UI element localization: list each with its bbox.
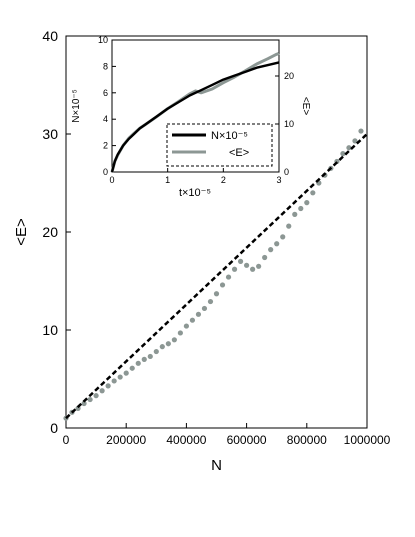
main-data-point [87,396,93,403]
main-data-point [352,138,358,144]
inset-y-tick-label: 6 [103,88,108,98]
legend-box [166,123,273,167]
main-data-point [153,348,159,355]
main-x-axis-label: N [211,457,222,474]
inset-legend: N×10⁻⁵ <E> [166,123,273,167]
main-data-point [213,291,220,297]
main-series [63,128,368,421]
main-data-point [268,247,274,253]
main-data-point [93,393,99,399]
main-y-tick-label: 20 [42,224,58,240]
inset-x-tick-label: 1 [165,175,170,185]
inset-y-tick-label: 2 [103,141,108,151]
inset-x-tick-label: 3 [276,175,281,185]
main-data-point [237,258,244,264]
main-x-tick-label: 600000 [227,433,267,447]
main-y-axis: 0 10 20 30 40 [42,28,71,436]
inset-x-tick-label: 2 [221,175,226,185]
main-data-point [225,274,232,280]
main-chart: 0 200000 400000 600000 800000 1000000 0102030… [13,28,391,474]
inset-y2-tick-label: 10 [284,119,294,129]
inset-y-axis-label: N×10⁻⁵ [71,89,82,123]
main-data-point [292,211,298,217]
main-data-point [171,337,177,343]
legend-label-e: <E> [229,147,249,159]
inset-chart: 0 1 2 3 0 2 4 6 8 10 0 10 20 t×10⁻⁵ N×10⁻⁵ <E> N×1… [71,35,311,199]
inset-y-tick-label: 4 [103,114,108,124]
main-x-tick-label: 1000000 [344,433,391,447]
main-y-tick-label: 0 [50,420,58,436]
inset-y-axis: 0 2 4 6 8 10 [98,35,116,177]
inset-y2-tick-label: 0 [284,167,289,177]
inset-y-tick-label: 8 [103,61,108,71]
main-data-point [286,223,292,229]
main-data-point [111,378,117,384]
inset-y-tick-label: 0 [103,167,108,177]
main-fit-line [65,133,368,420]
main-data-point [99,388,105,394]
main-data-point [123,370,129,376]
legend-label-n: N×10⁻⁵ [211,130,248,142]
inset-series [110,51,280,173]
main-data-point [280,234,286,240]
inset-y2-tick-label: 20 [284,71,294,81]
main-x-axis: 0 200000 400000 600000 800000 1000000 [63,423,391,447]
main-data-point [256,263,262,269]
main-data-point [250,266,256,272]
main-data-point [244,262,250,268]
main-x-tick-label: 0 [63,433,70,447]
inset-y2-axis: 0 10 20 [275,71,294,177]
inset-series-n-line [110,61,280,173]
main-x-tick-label: 200000 [106,433,146,447]
main-data-point [141,356,147,362]
main-data-point [310,190,316,196]
main-y-tick-label: 10 [42,322,58,338]
main-x-tick-label: 800000 [287,433,327,447]
main-data-point [105,383,111,389]
main-data-point [304,200,310,206]
main-data-point [177,330,183,336]
main-data-point [201,305,208,312]
main-data-point [274,241,280,247]
main-data-point [135,360,141,366]
inset-x-axis-label: t×10⁻⁵ [179,187,211,199]
main-y-axis-label: <E> [13,218,30,246]
inset-x-tick-label: 0 [109,175,114,185]
main-data-point [346,145,352,151]
main-data-point [147,353,153,360]
main-x-tick-label: 400000 [166,433,206,447]
main-data-point [183,323,189,329]
main-data-point [207,298,214,305]
main-data-point [129,365,135,371]
main-data-point [231,266,238,272]
main-data-point [165,341,171,347]
main-data-point [358,128,364,134]
main-y-tick-label: 30 [42,126,58,142]
main-data-point [81,400,87,407]
main-data-point [189,317,196,323]
main-data-point [262,254,268,261]
main-data-point [219,282,226,288]
main-data-point [298,205,304,212]
main-y-tick-label: 40 [42,28,58,44]
inset-y2-axis-label: <E> [300,97,311,116]
main-data-point [117,374,123,380]
main-data-point [340,151,346,157]
main-data-point [159,344,165,350]
main-data-point [195,311,202,317]
inset-y-tick-label: 10 [98,35,108,45]
